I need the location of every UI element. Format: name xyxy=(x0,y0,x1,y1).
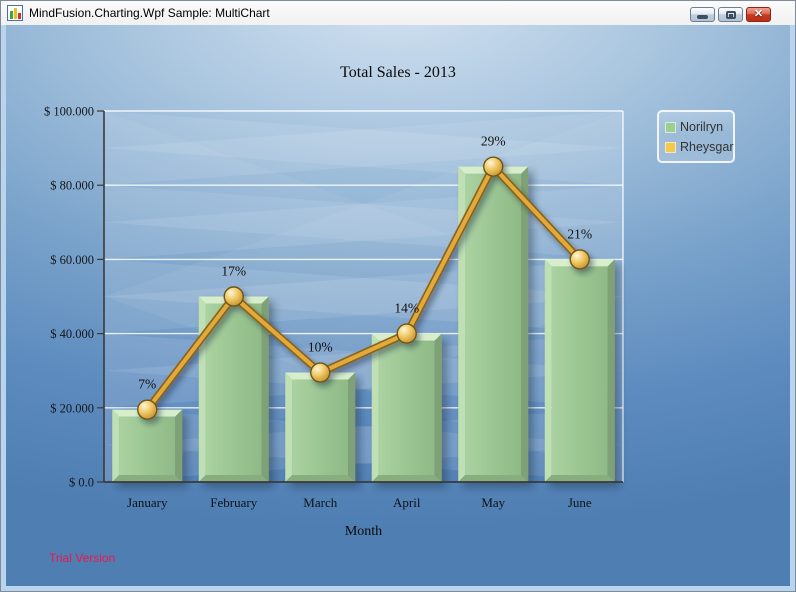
trial-version-label: Trial Version xyxy=(49,551,116,565)
minimize-button[interactable] xyxy=(690,7,715,22)
legend-item-rheysgar: Rheysgar xyxy=(665,140,734,154)
bar-chart-app-icon[interactable] xyxy=(7,5,23,21)
chart-title: Total Sales - 2013 xyxy=(340,64,456,81)
window-title: MindFusion.Charting.Wpf Sample: MultiCha… xyxy=(29,6,270,20)
norilryn-swatch-icon xyxy=(665,121,676,133)
title-bar[interactable]: MindFusion.Charting.Wpf Sample: MultiCha… xyxy=(1,1,795,25)
rheysgar-swatch-icon xyxy=(665,141,676,153)
minimize-icon xyxy=(697,14,708,19)
chart-legend: Norilryn Rheysgar xyxy=(657,110,735,163)
close-icon: ✕ xyxy=(753,8,764,20)
legend-label: Rheysgar xyxy=(680,140,734,154)
x-axis-title: Month xyxy=(344,524,383,539)
legend-label: Norilryn xyxy=(680,120,724,134)
maximize-button[interactable] xyxy=(718,7,743,22)
maximize-icon xyxy=(725,10,736,19)
window-controls: ✕ xyxy=(690,7,771,22)
legend-item-norilryn: Norilryn xyxy=(665,120,729,134)
close-button[interactable]: ✕ xyxy=(746,7,771,22)
